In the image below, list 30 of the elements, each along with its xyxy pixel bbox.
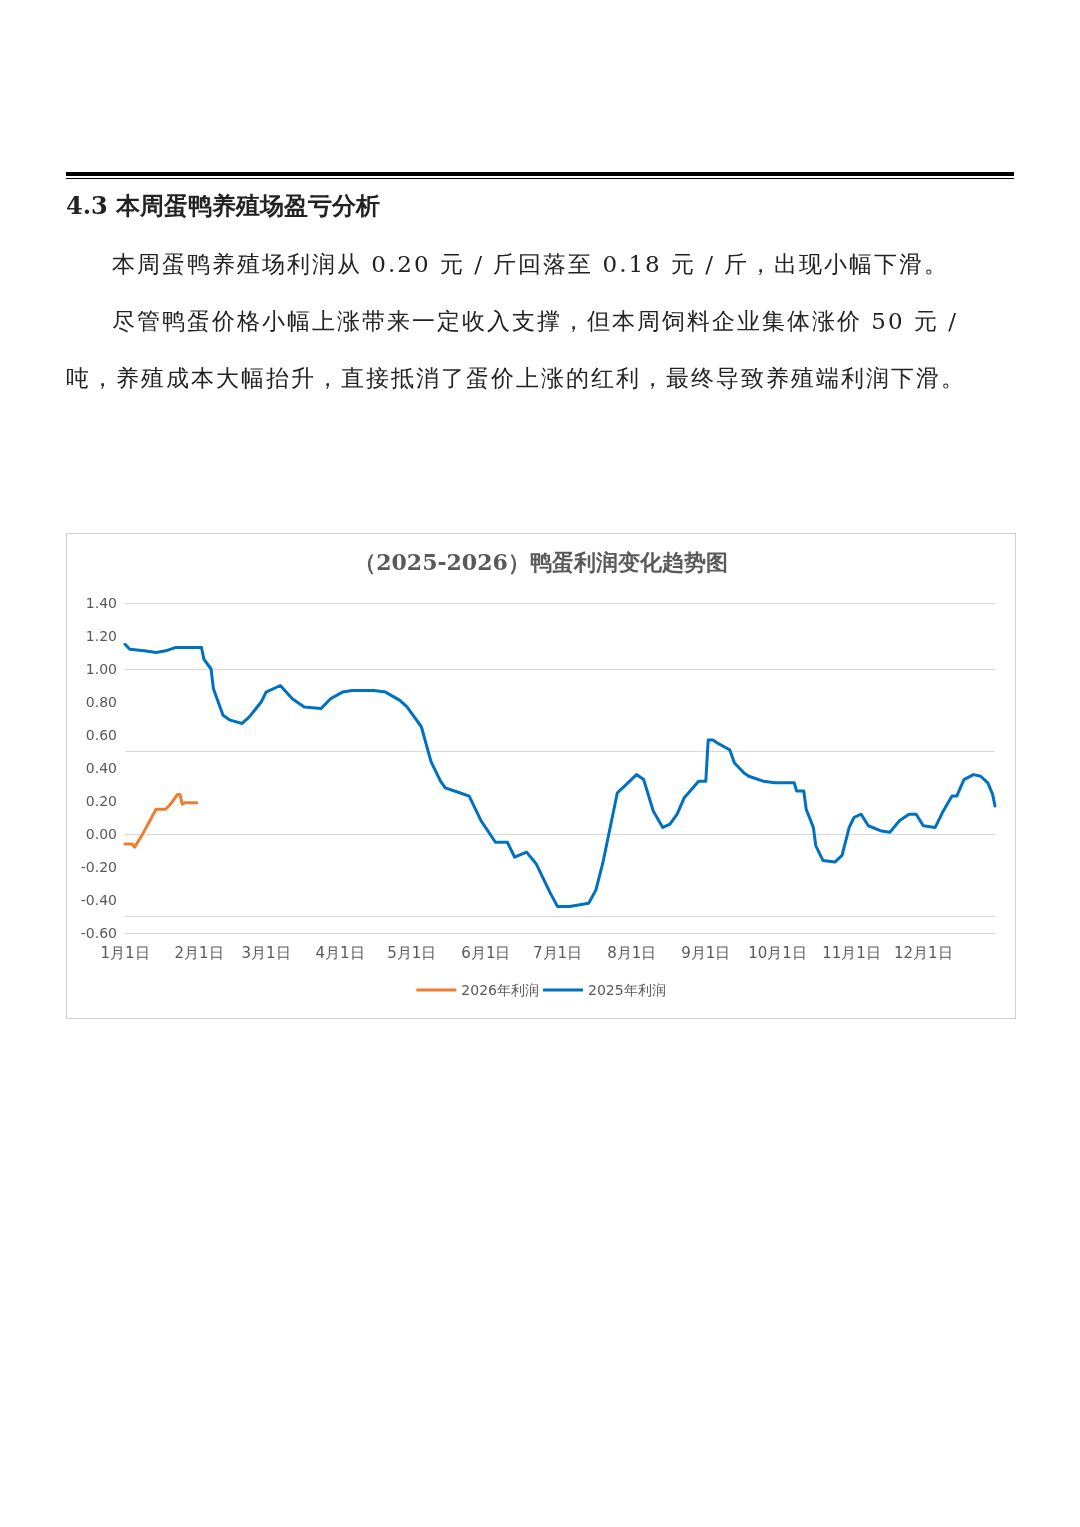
legend-label: 2025年利润 xyxy=(588,982,666,998)
x-tick-label: 3月1日 xyxy=(241,943,291,962)
y-tick-label: 0.00 xyxy=(85,826,117,842)
x-tick-label: 4月1日 xyxy=(315,943,365,962)
y-tick-label: 0.20 xyxy=(85,793,117,809)
text: 4.3 本周蛋鸭养殖场盈亏分析 xyxy=(66,190,382,222)
x-tick-label: 6月1日 xyxy=(461,943,511,962)
x-tick-label: 11月1日 xyxy=(822,943,881,962)
x-tick-label: 9月1日 xyxy=(681,943,731,962)
y-tick-label: 1.40 xyxy=(85,595,117,611)
chart-title: （2025-2026）鸭蛋利润变化趋势图 xyxy=(354,549,728,575)
y-tick-label: 0.60 xyxy=(85,727,117,743)
x-tick-label: 10月1日 xyxy=(748,943,807,962)
text: 尽管鸭蛋价格小幅上涨带来一定收入支撑，但本周饲料企业集体涨价 50 元 / 吨，养殖成本大幅抬升，直接抵消了蛋价上涨的红利，最终导致养殖端利润下滑。 xyxy=(66,308,966,391)
legend-label: 2026年利润 xyxy=(461,982,540,998)
y-tick-label: -0.60 xyxy=(80,925,117,941)
text: 本周蛋鸭养殖场利润从 0.20 元 / 斤回落至 0.18 元 / 斤，出现小幅下滑。 xyxy=(111,250,951,279)
x-tick-label: 12月1日 xyxy=(893,943,953,962)
x-tick-label: 5月1日 xyxy=(387,943,437,962)
y-tick-label: 1.20 xyxy=(85,628,117,644)
y-tick-label: 1.00 xyxy=(85,661,117,677)
y-tick-label: 0.80 xyxy=(85,694,117,710)
x-tick-label: 2月1日 xyxy=(174,943,224,962)
y-tick-label: -0.20 xyxy=(80,859,117,875)
y-tick-label: 0.40 xyxy=(85,760,117,776)
x-tick-label: 1月1日 xyxy=(100,943,150,962)
y-tick-label: -0.40 xyxy=(80,892,117,908)
x-tick-label: 7月1日 xyxy=(533,943,583,962)
line-series xyxy=(123,792,199,849)
x-tick-label: 8月1日 xyxy=(607,943,657,962)
